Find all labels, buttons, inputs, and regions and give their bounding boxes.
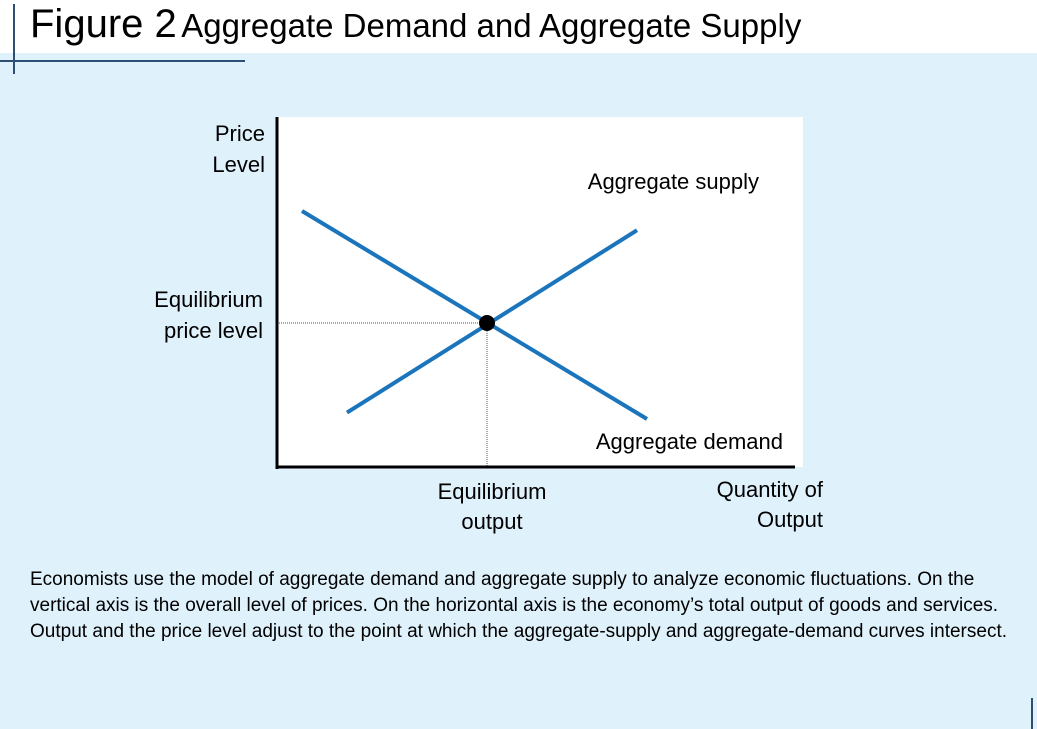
aggregate-demand-curve <box>300 209 649 421</box>
equilibrium-price-label-line1: Equilibrium <box>154 287 263 312</box>
equilibrium-point <box>479 315 495 331</box>
x-axis-label-line1: Quantity of <box>717 477 824 502</box>
caption-paragraph-2: Output and the price level adjust to the… <box>30 621 1007 642</box>
corner-rule <box>1031 698 1033 729</box>
aggregate-demand-label: Aggregate demand <box>596 429 783 454</box>
title-side-rule <box>13 4 15 74</box>
aggregate-supply-label: Aggregate supply <box>588 169 759 194</box>
y-axis-label-line2: Level <box>212 152 265 177</box>
y-axis-label-line1: Price <box>215 121 265 146</box>
figure-caption: Economists use the model of aggregate de… <box>30 567 1010 645</box>
ad-as-chart: Price Level Equilibrium price level Equi… <box>154 117 824 534</box>
equilibrium-price-label-line2: price level <box>164 318 263 343</box>
x-axis-label-line2: Output <box>757 507 823 532</box>
figure-name: Aggregate Demand and Aggregate Supply <box>181 7 802 44</box>
figure-title: Figure 2 Aggregate Demand and Aggregate … <box>30 2 801 47</box>
figure-number: Figure 2 <box>30 2 177 46</box>
equilibrium-output-label-line1: Equilibrium <box>438 479 547 504</box>
caption-paragraph-1: Economists use the model of aggregate de… <box>30 569 999 616</box>
equilibrium-output-label-line2: output <box>461 509 522 534</box>
title-underline <box>0 60 245 62</box>
